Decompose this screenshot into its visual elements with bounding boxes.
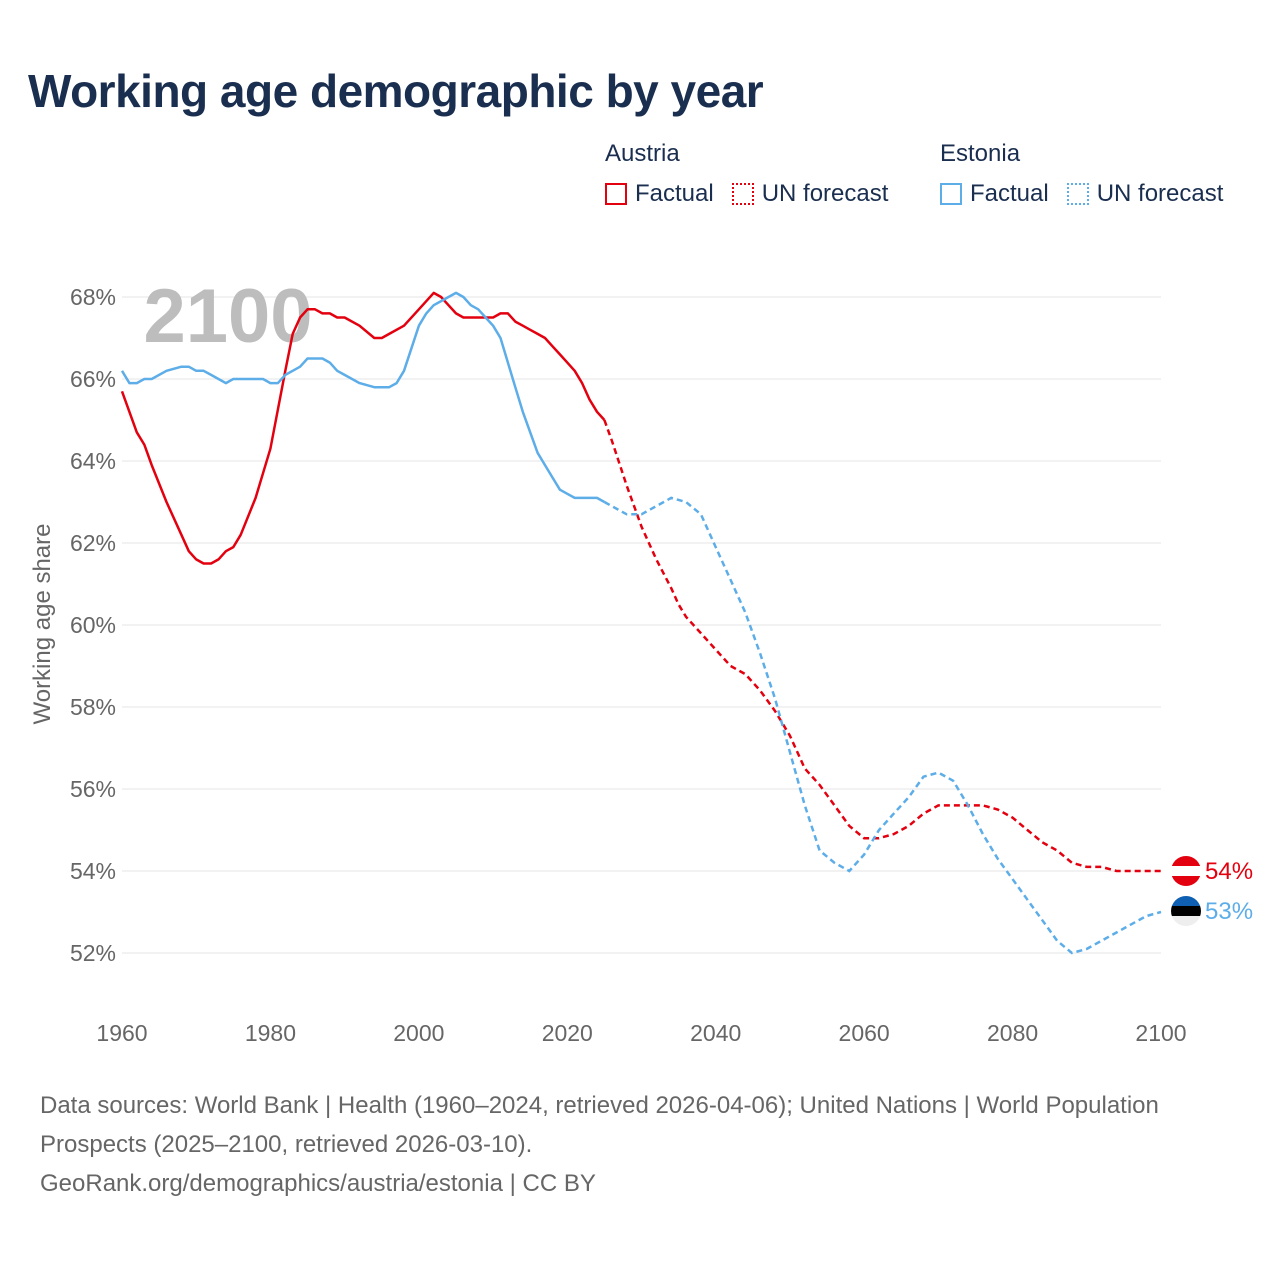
x-tick-label: 2100 (1135, 1020, 1186, 1046)
end-label-estonia: 53% (1205, 898, 1253, 925)
austria-flag-icon (1171, 856, 1201, 886)
x-tick-label: 1960 (96, 1020, 147, 1046)
x-tick-label: 2000 (393, 1020, 444, 1046)
legend-austria: Austria Factual UN forecast (605, 140, 906, 208)
legend-estonia-factual[interactable]: Factual (940, 180, 1049, 208)
legend-austria-forecast-label: UN forecast (761, 180, 889, 207)
chart-title: Working age demographic by year (28, 65, 764, 117)
y-tick-label: 52% (70, 940, 116, 966)
legend-austria-name: Austria (605, 140, 680, 167)
estonia-flag-icon (1171, 896, 1201, 926)
legend-austria-forecast[interactable]: UN forecast (731, 180, 889, 208)
y-tick-label: 66% (70, 366, 116, 392)
legend-estonia-forecast-swatch (1066, 183, 1089, 205)
y-tick-label: 56% (70, 776, 116, 802)
x-tick-label: 2020 (542, 1020, 593, 1046)
austria-factual-line (120, 291, 606, 565)
y-axis-label: Working age share (29, 524, 56, 725)
legend-estonia: Estonia Factual UN forecast (940, 140, 1223, 208)
legend-austria-factual-label: Factual (635, 180, 714, 207)
legend-estonia-factual-label: Factual (970, 180, 1049, 207)
legend-estonia-factual-swatch (940, 183, 962, 205)
source-link[interactable]: GeoRank.org/demographics/austria/estonia… (40, 1170, 596, 1197)
y-tick-label: 68% (70, 284, 116, 310)
legend-austria-factual-swatch (605, 183, 627, 205)
x-tick-label: 2040 (690, 1020, 741, 1046)
year-watermark: 2100 (143, 274, 312, 359)
data-sources: Data sources: World Bank | Health (1960–… (40, 1092, 1159, 1158)
legend-estonia-forecast[interactable]: UN forecast (1066, 180, 1224, 208)
footer: Data sources: World Bank | Health (1960–… (40, 1086, 1220, 1203)
y-tick-label: 64% (70, 448, 116, 474)
end-flags (1171, 856, 1201, 926)
y-tick-label: 60% (70, 612, 116, 638)
y-tick-label: 54% (70, 858, 116, 884)
legend-austria-factual[interactable]: Factual (605, 180, 714, 208)
legend-austria-forecast-swatch (731, 183, 754, 205)
legend-estonia-name: Estonia (940, 140, 1021, 167)
estonia-factual-line (120, 291, 606, 504)
end-label-austria: 54% (1205, 858, 1253, 885)
legend-estonia-forecast-label: UN forecast (1096, 180, 1224, 207)
y-tick-label: 58% (70, 694, 116, 720)
estonia-forecast-line (603, 496, 1162, 955)
x-tick-label: 1980 (245, 1020, 296, 1046)
austria-forecast-line (603, 419, 1161, 873)
y-tick-label: 62% (70, 530, 116, 556)
x-tick-label: 2060 (839, 1020, 890, 1046)
x-tick-label: 2080 (987, 1020, 1038, 1046)
